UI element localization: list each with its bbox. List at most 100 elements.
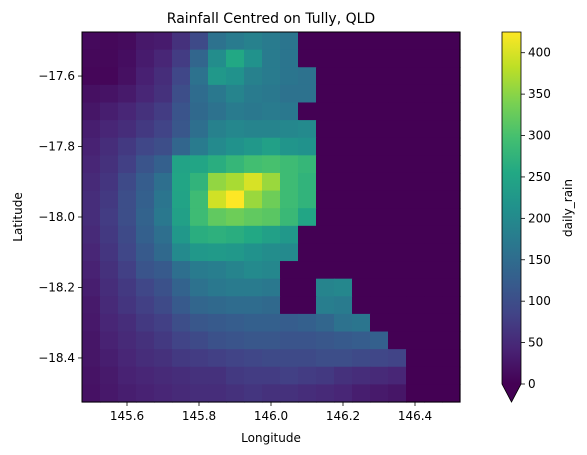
colorbar [501,31,522,403]
heatmap-cell [208,49,227,68]
heatmap-cell [280,102,299,121]
heatmap-cell [208,331,227,350]
heatmap-cell [424,366,443,385]
heatmap-cell [244,208,263,227]
heatmap-cell [424,384,443,403]
heatmap-cell [118,155,137,174]
heatmap-cell [352,208,371,227]
heatmap-cell [100,84,119,104]
heatmap-cell [136,278,155,297]
heatmap-cell [172,84,191,104]
heatmap-cell [388,102,407,121]
heatmap-cell [334,49,353,68]
heatmap-cell [154,225,173,245]
heatmap-cell [334,243,353,262]
heatmap-cell [118,278,137,297]
heatmap-cell [100,296,119,315]
heatmap-cell [154,84,173,104]
heatmap-cell [208,84,227,104]
heatmap-cell [172,349,191,368]
heatmap-cell [442,366,461,385]
heatmap-cell [172,384,191,403]
heatmap-cell [226,225,245,245]
heatmap-cell [424,243,443,262]
heatmap-cell [82,190,101,209]
heatmap-cell [118,366,137,385]
heatmap-cell [298,102,317,121]
heatmap-cell [388,278,407,297]
heatmap-cell [298,225,317,245]
heatmap-cell [100,190,119,209]
heatmap-cell [190,278,209,297]
heatmap-cell [298,32,317,51]
heatmap-cell [136,384,155,403]
heatmap-cell [208,349,227,368]
heatmap-cell [298,208,317,227]
heatmap-cell [136,190,155,209]
heatmap-cell [82,313,101,333]
x-tick-label: 146.4 [398,409,432,423]
heatmap-cell [334,313,353,333]
heatmap-cell [388,349,407,368]
heatmap-cell [388,120,407,139]
heatmap-cell [442,49,461,68]
heatmap-cell [226,137,245,156]
heatmap-cell [424,49,443,68]
heatmap-cell [352,313,371,333]
heatmap-cell [334,102,353,121]
heatmap-cell [316,243,335,262]
heatmap-cell [442,137,461,156]
colorbar-extend-triangle [502,384,521,402]
colorbar-label: daily_rain [561,179,575,237]
y-tick-label: −17.6 [38,69,75,83]
heatmap-cell [424,349,443,368]
heatmap-cell [442,331,461,350]
heatmap-cell [424,208,443,227]
heatmap-cell [370,137,389,156]
heatmap-cell [370,67,389,86]
heatmap-cell [298,366,317,385]
heatmap-cell [244,366,263,385]
heatmap-cell [226,278,245,297]
heatmap-cell [352,349,371,368]
heatmap-cell [118,137,137,156]
heatmap-cell [172,172,191,192]
heatmap-cell [262,349,281,368]
heatmap-cell [208,296,227,315]
heatmap-cell [190,190,209,209]
heatmap-cell [190,102,209,121]
heatmap-cell [208,172,227,192]
heatmap-cell [316,313,335,333]
heatmap-cell [172,331,191,350]
heatmap-cell [298,243,317,262]
heatmap-cell [226,366,245,385]
heatmap-cell [154,208,173,227]
heatmap-cell [388,331,407,350]
heatmap-cell [136,32,155,51]
heatmap-cell [82,261,101,280]
heatmap-cell [154,190,173,209]
heatmap-cell [262,243,281,262]
heatmap-cell [244,349,263,368]
heatmap-cell [316,67,335,86]
heatmap-cell [136,67,155,86]
heatmap-cell [352,296,371,315]
colorbar-tick-label: 300 [528,129,551,143]
heatmap-cell [262,208,281,227]
heatmap-cell [82,84,101,104]
heatmap-cell [262,102,281,121]
heatmap-cell [244,102,263,121]
heatmap-cell [226,384,245,403]
heatmap-cell [100,366,119,385]
heatmap-cell [370,366,389,385]
heatmap-cell [370,384,389,403]
heatmap-cell [136,102,155,121]
heatmap-cell [154,137,173,156]
heatmap-cell [298,349,317,368]
x-tick-label: 145.6 [110,409,144,423]
heatmap-cell [100,102,119,121]
heatmap-cell [442,120,461,139]
heatmap-cell [136,261,155,280]
heatmap-cell [262,384,281,403]
heatmap-cell [352,331,371,350]
